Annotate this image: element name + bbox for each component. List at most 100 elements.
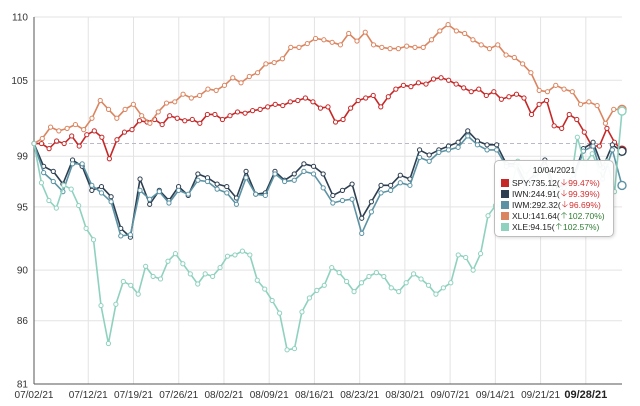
data-point	[189, 116, 195, 123]
data-point	[553, 82, 559, 88]
data-point	[400, 82, 406, 88]
y-tick-label: 99	[17, 152, 29, 163]
arrow-up-icon: 🡡	[560, 210, 568, 220]
data-point	[284, 347, 290, 353]
y-tick-label: 110	[12, 13, 28, 24]
data-point	[430, 76, 437, 82]
data-point	[279, 56, 286, 62]
data-point	[577, 101, 584, 107]
data-point	[423, 81, 429, 87]
data-point	[340, 116, 346, 123]
data-point	[437, 28, 443, 34]
y-tick-label: 86	[17, 316, 29, 327]
data-point	[395, 46, 401, 52]
data-point	[358, 280, 365, 286]
data-point	[511, 54, 517, 61]
data-point	[566, 111, 572, 118]
data-point	[90, 237, 97, 243]
data-point	[408, 84, 414, 90]
data-point	[187, 271, 193, 277]
data-point	[147, 196, 153, 202]
data-point	[291, 345, 298, 352]
data-point	[53, 205, 59, 211]
data-point	[147, 201, 153, 207]
data-point	[366, 273, 372, 280]
data-point	[337, 42, 344, 48]
data-point	[224, 183, 230, 190]
x-tick-label: 09/14/21	[476, 390, 515, 401]
data-point	[368, 199, 374, 205]
data-point	[378, 182, 384, 188]
data-point	[404, 43, 410, 49]
data-point	[574, 134, 580, 140]
data-point	[150, 273, 156, 280]
data-point	[476, 86, 482, 92]
arrow-down-icon: 🡣	[560, 188, 568, 198]
tooltip-label-iwn: IWN:244.91(	[512, 188, 560, 199]
data-point	[483, 92, 489, 99]
data-point	[468, 89, 474, 95]
data-point	[412, 44, 418, 50]
data-point	[426, 152, 432, 158]
data-point	[165, 258, 171, 264]
data-point	[528, 111, 535, 118]
data-point	[113, 301, 119, 307]
data-point	[50, 178, 56, 185]
data-point	[301, 161, 307, 167]
data-point	[470, 267, 476, 273]
data-point	[39, 135, 45, 142]
data-point	[288, 44, 294, 50]
data-point	[415, 80, 422, 86]
data-point	[129, 127, 135, 133]
data-point	[271, 59, 277, 66]
data-point	[120, 278, 126, 285]
data-point	[355, 97, 361, 104]
data-point	[320, 171, 326, 177]
data-point	[359, 215, 365, 221]
data-point	[137, 187, 143, 193]
swatch-spy	[501, 178, 509, 187]
data-point	[255, 70, 261, 76]
data-point	[544, 89, 551, 95]
data-point	[41, 170, 47, 176]
data-point	[609, 147, 615, 153]
data-point	[325, 104, 331, 110]
data-point	[64, 125, 70, 131]
data-point	[484, 142, 490, 148]
data-point	[46, 146, 52, 152]
data-point	[312, 35, 319, 42]
data-point	[302, 95, 308, 101]
tooltip-pct-xle: 102.57%)	[563, 221, 600, 232]
data-point	[76, 143, 82, 149]
data-point	[159, 121, 165, 128]
y-tick-label: 95	[17, 202, 29, 213]
data-point	[520, 61, 526, 67]
data-point	[438, 75, 444, 81]
data-point	[136, 118, 143, 124]
data-point	[461, 85, 467, 91]
data-point	[204, 178, 211, 185]
data-point	[330, 200, 336, 206]
data-point	[257, 106, 263, 112]
data-point	[135, 291, 141, 297]
swatch-iwn	[501, 189, 509, 198]
data-point	[478, 42, 484, 48]
data-point	[410, 271, 417, 277]
data-point	[378, 104, 384, 110]
data-point	[373, 270, 379, 276]
x-tick-label: 09/28/21	[564, 389, 607, 401]
data-point	[403, 280, 409, 286]
data-point	[291, 171, 297, 177]
tooltip-pct-xlu: 102.70%)	[568, 210, 605, 221]
data-point	[282, 178, 288, 185]
data-point	[265, 104, 271, 110]
data-point	[250, 108, 256, 114]
data-point	[528, 70, 534, 76]
data-point	[569, 89, 575, 95]
data-point	[586, 99, 592, 105]
x-tick-label: 07/02/21	[15, 390, 54, 401]
data-point	[172, 99, 178, 105]
data-point	[495, 42, 501, 48]
data-point	[175, 187, 182, 193]
data-point	[47, 124, 54, 130]
